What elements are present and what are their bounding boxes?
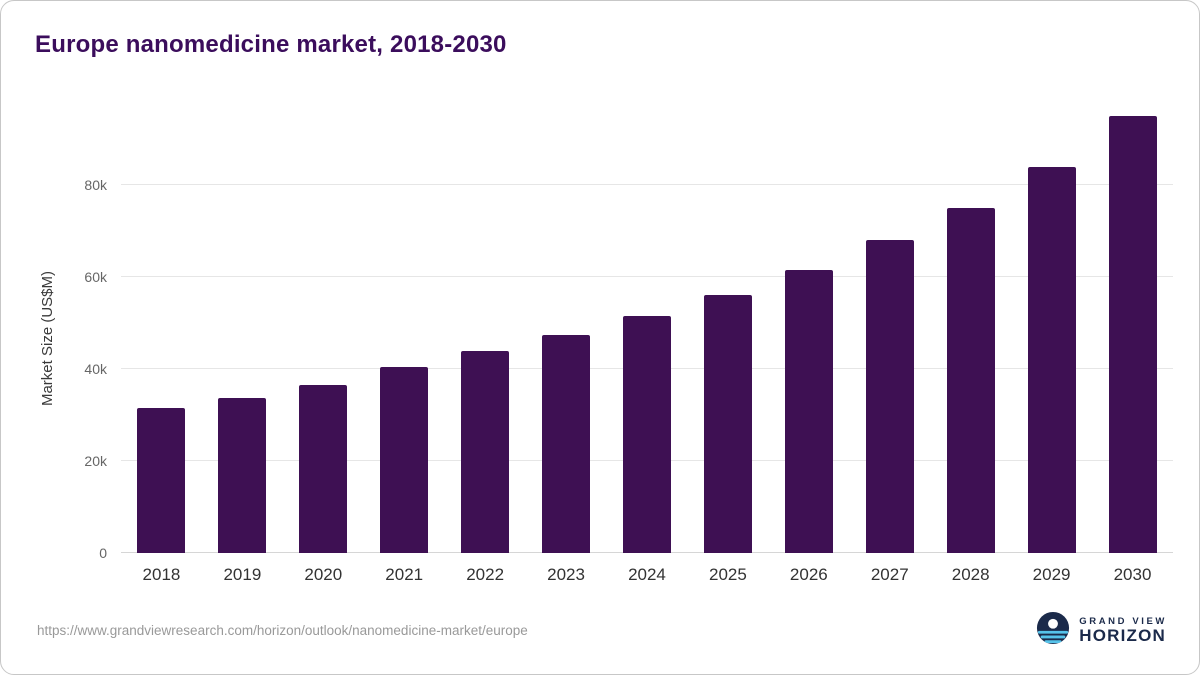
x-tick-label: 2023 xyxy=(547,565,585,584)
bar-2029 xyxy=(1027,166,1076,553)
y-tick-label: 80k xyxy=(84,177,107,193)
bar-slot xyxy=(121,93,201,553)
bar-2021 xyxy=(380,366,429,553)
x-tick-label: 2026 xyxy=(789,565,828,584)
y-axis: 0 20k 40k 60k 80k xyxy=(63,93,121,561)
bar-slot xyxy=(607,93,687,553)
bar-2025 xyxy=(703,295,752,553)
bar-slot xyxy=(688,93,768,553)
chart-area: Market Size (US$M) 0 20k 40k 60k 80k 2018 201… xyxy=(31,93,1173,585)
gridline xyxy=(121,276,1173,277)
bar-slot xyxy=(526,93,606,553)
bar-2023 xyxy=(542,334,591,553)
bar-slot xyxy=(931,93,1011,553)
bar-2020 xyxy=(299,385,348,553)
chart-right-column: 0 20k 40k 60k 80k 2018 2019 2020 2021 2022 2023 20… xyxy=(63,93,1173,585)
y-tick-label: 0 xyxy=(99,545,107,561)
chart-body: 0 20k 40k 60k 80k xyxy=(63,93,1173,561)
horizon-logo-icon xyxy=(1036,611,1070,650)
x-axis: 2018 2019 2020 2021 2022 2023 2024 2025 2026 2027… xyxy=(121,553,1173,585)
bar-2026 xyxy=(784,270,833,553)
x-tick-label: 2024 xyxy=(628,565,666,584)
footer: https://www.grandviewresearch.com/horizo… xyxy=(31,611,1173,674)
y-tick-label: 20k xyxy=(84,453,107,469)
bars-row xyxy=(121,93,1173,553)
bar-2022 xyxy=(461,350,510,553)
x-tick-label: 2025 xyxy=(708,565,747,584)
chart-title: Europe nanomedicine market, 2018-2030 xyxy=(35,31,507,58)
bar-slot xyxy=(1093,93,1173,553)
bar-2019 xyxy=(218,397,267,553)
bar-slot xyxy=(283,93,363,553)
x-tick-label: 2030 xyxy=(1113,565,1152,584)
bar-2018 xyxy=(137,408,186,553)
logo-line1: GRAND VIEW xyxy=(1079,615,1167,627)
bar-slot xyxy=(850,93,930,553)
x-tick-label: 2022 xyxy=(466,565,505,584)
grand-view-horizon-logo: GRAND VIEW HORIZON xyxy=(1036,611,1167,650)
logo-text: GRAND VIEW HORIZON xyxy=(1079,615,1167,645)
x-tick-label: 2021 xyxy=(385,565,424,584)
x-tick-label: 2019 xyxy=(223,565,262,584)
bar-2030 xyxy=(1108,116,1157,553)
plot-area xyxy=(121,93,1173,553)
x-tick-label: 2018 xyxy=(142,565,181,584)
y-axis-label-column: Market Size (US$M) xyxy=(31,93,63,585)
y-tick-label: 40k xyxy=(84,361,107,377)
bar-slot xyxy=(769,93,849,553)
x-tick-label: 2028 xyxy=(951,565,990,584)
x-tick-label: 2020 xyxy=(304,565,343,584)
bar-slot xyxy=(1012,93,1092,553)
bar-slot xyxy=(364,93,444,553)
bar-slot xyxy=(445,93,525,553)
logo-line2: HORIZON xyxy=(1079,625,1167,645)
bar-slot xyxy=(202,93,282,553)
source-url: https://www.grandviewresearch.com/horizo… xyxy=(37,623,528,638)
x-tick-label: 2029 xyxy=(1032,565,1071,584)
y-axis-label: Market Size (US$M) xyxy=(38,271,56,407)
y-tick-label: 60k xyxy=(84,269,107,285)
bar-2024 xyxy=(622,316,671,553)
x-tick-label: 2027 xyxy=(870,565,909,584)
bar-2027 xyxy=(865,240,914,553)
bar-2028 xyxy=(946,208,995,553)
gridline xyxy=(121,184,1173,185)
